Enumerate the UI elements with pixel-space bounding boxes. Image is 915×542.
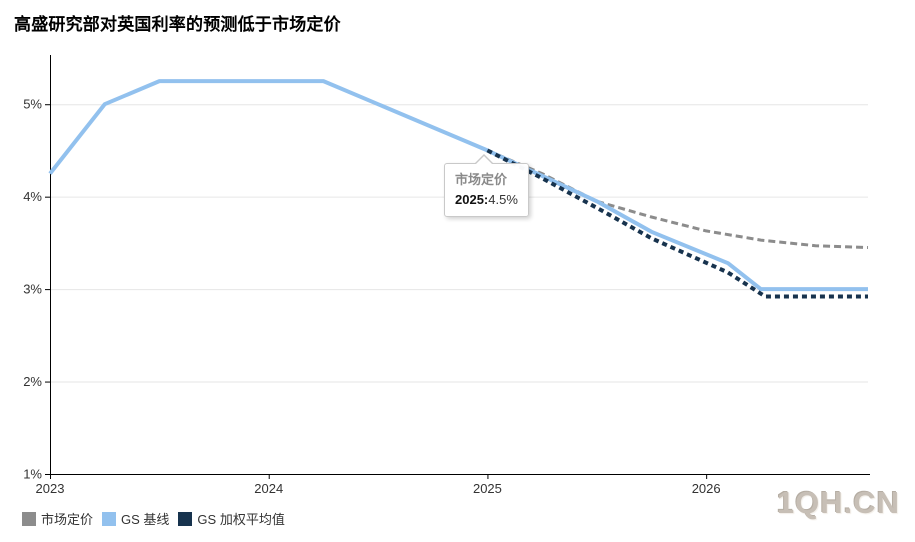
- legend-item-0[interactable]: 市场定价: [22, 509, 93, 528]
- legend-item-2[interactable]: GS 加权平均值: [178, 509, 285, 528]
- chart-legend: 市场定价 GS 基线 GS 加权平均值: [22, 509, 285, 528]
- y-tick-label: 4%: [23, 189, 42, 204]
- rate-chart[interactable]: 1% 2% 3% 4% 5% 2023 2024 2025 2026: [0, 0, 915, 505]
- x-tick-label: 2023: [36, 481, 65, 496]
- y-tick-label: 3%: [23, 282, 42, 297]
- legend-swatch-icon: [22, 511, 36, 526]
- series-line-1[interactable]: [48, 79, 868, 292]
- page-title: 高盛研究部对英国利率的预测低于市场定价: [14, 15, 341, 34]
- plot-area[interactable]: [50, 54, 868, 474]
- legend-swatch-icon: [102, 511, 117, 526]
- tooltip-value: 4.5%: [488, 191, 518, 207]
- tooltip-value-line: 2025:4.5%: [455, 190, 518, 210]
- tooltip-x-label: 2025:: [455, 191, 489, 207]
- x-tick-label: 2024: [254, 481, 283, 496]
- y-tick-label: 5%: [23, 97, 42, 112]
- y-tick-label: 1%: [23, 467, 42, 482]
- legend-item-1[interactable]: GS 基线: [102, 509, 169, 528]
- tooltip-series-name: 市场定价: [455, 172, 508, 187]
- legend-label: GS 加权平均值: [197, 512, 285, 527]
- watermark: 1QH.CN: [776, 485, 900, 520]
- x-tick-label: 2025: [473, 481, 502, 496]
- x-tick-label: 2026: [692, 481, 721, 496]
- legend-label: GS 基线: [121, 512, 170, 527]
- chart-tooltip: 市场定价 2025:4.5%: [444, 154, 529, 217]
- y-tick-label: 2%: [23, 374, 42, 389]
- legend-swatch-icon: [178, 511, 193, 526]
- legend-label: 市场定价: [41, 512, 94, 527]
